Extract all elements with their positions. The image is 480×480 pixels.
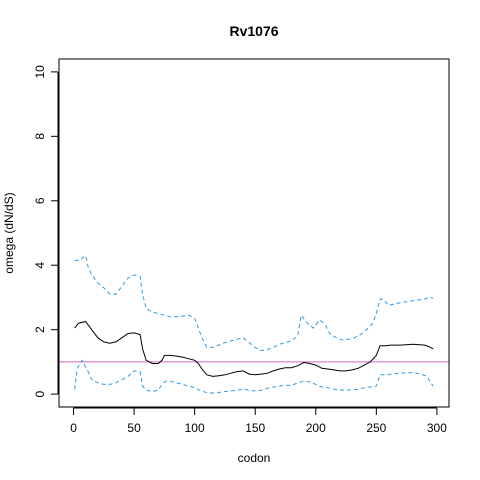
plot-frame [58,58,450,408]
plot-region [59,254,449,394]
y-axis: 0 2 4 6 8 10 [33,65,59,397]
x-tick-label: 300 [427,421,447,435]
series-line-2 [74,254,434,352]
y-tick-label: 2 [33,326,47,333]
x-tick-label: 150 [245,421,265,435]
x-axis-label: codon [238,451,271,465]
y-tick-label: 10 [33,65,47,79]
y-tick-label: 6 [33,197,47,204]
y-tick-label: 0 [33,390,47,397]
series-line-3 [74,359,434,394]
y-tick-label: 8 [33,133,47,140]
x-tick-label: 0 [70,421,77,435]
y-tick-label: 4 [33,262,47,269]
x-tick-label: 200 [306,421,326,435]
chart-title: Rv1076 [229,23,278,39]
series-line-1 [74,321,434,377]
x-tick-label: 50 [127,421,141,435]
y-axis-label: omega (dN/dS) [2,192,16,273]
x-tick-label: 100 [185,421,205,435]
x-tick-label: 250 [366,421,386,435]
x-axis: 0 50 100 150 200 250 300 [70,407,447,435]
